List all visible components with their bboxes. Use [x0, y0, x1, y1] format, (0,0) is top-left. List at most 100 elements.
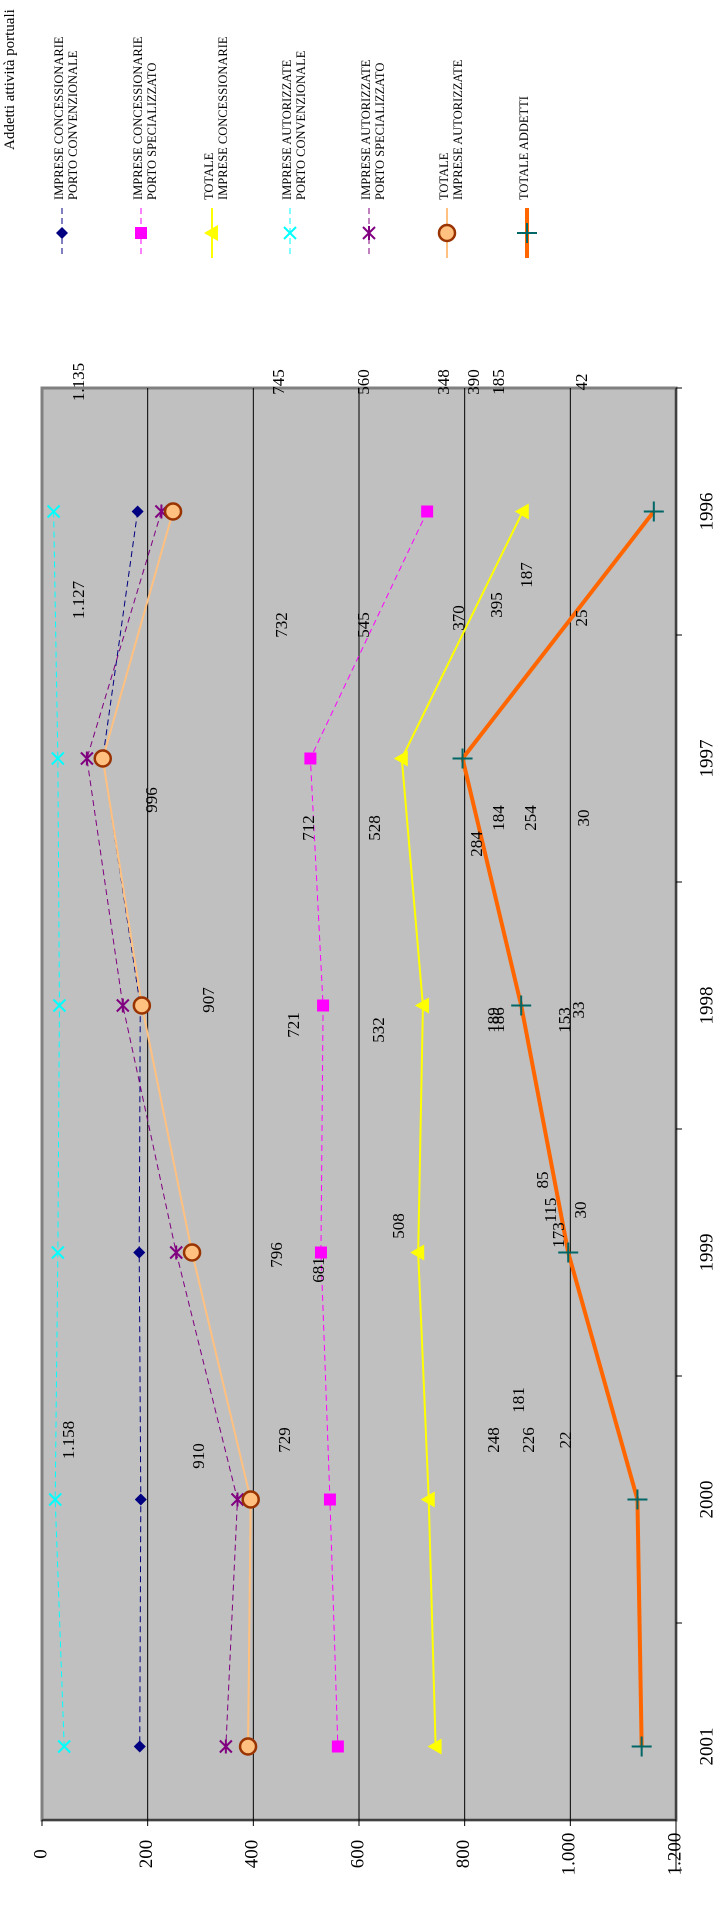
legend-label-tot-aut-line2: IMPRESE AUTORIZZATE — [451, 59, 465, 200]
data-point-tot-aut — [93, 749, 113, 768]
data-point-tot-conc — [410, 1244, 425, 1261]
data-label-tot-conc: 732 — [272, 612, 291, 638]
data-point-conc-conv — [131, 505, 144, 518]
data-label-aut-conv: 25 — [572, 610, 591, 627]
series-line-tot-addetti — [460, 510, 656, 1747]
data-label-tot-aut: 189 — [484, 1007, 503, 1033]
data-point-aut-spec — [230, 1492, 245, 1507]
data-label-tot-addetti: 796 — [267, 1242, 286, 1268]
data-label-aut-spec: 254 — [521, 805, 540, 831]
legend-label-aut-conv: IMPRESE AUTORIZZATE — [280, 59, 294, 200]
data-point-tot-aut — [132, 996, 152, 1015]
data-label-conc-conv: 186 — [489, 1007, 508, 1033]
data-label-aut-spec: 85 — [533, 1172, 552, 1189]
data-label-aut-conv: 42 — [572, 374, 591, 391]
data-point-tot-conc — [414, 997, 429, 1014]
data-label-aut-conv: 22 — [556, 1432, 575, 1449]
data-point-conc-conv — [133, 1246, 146, 1259]
data-label-conc-spec: 545 — [354, 612, 373, 638]
data-label-tot-conc: 712 — [299, 815, 318, 841]
legend-label-conc-spec-line2: PORTO SPECIALIZZATO — [145, 63, 159, 200]
data-point-tot-addetti — [558, 1242, 579, 1263]
data-point-aut-spec — [116, 998, 130, 1013]
series-line-conc-conv — [102, 511, 142, 1747]
value-tick-label: 200 — [136, 1840, 157, 1869]
value-tick-label: 800 — [453, 1840, 474, 1869]
series-line-tot-aut — [101, 511, 252, 1747]
legend-label-tot-conc-line2: IMPRESE CONCESSIONARIE — [216, 36, 230, 200]
data-label-aut-spec: 226 — [519, 1427, 538, 1453]
data-point-aut-conv — [51, 1245, 65, 1260]
value-tick-label: 600 — [347, 1840, 368, 1869]
value-tick-label: 1.200 — [664, 1833, 685, 1876]
data-label-tot-aut: 390 — [464, 369, 483, 395]
legend-label-tot-aut: TOTALE — [437, 152, 451, 200]
data-label-aut-spec: 370 — [449, 605, 468, 631]
legend-marker-tot-conc — [204, 225, 218, 241]
data-point-aut-conv — [51, 751, 65, 766]
data-label-tot-addetti: 1.158 — [59, 1421, 78, 1459]
data-point-tot-addetti — [511, 995, 532, 1016]
data-label-conc-spec: 508 — [389, 1213, 408, 1239]
data-point-conc-spec — [323, 1493, 336, 1506]
data-label-aut-spec: 153 — [555, 1007, 574, 1033]
value-tick-label: 0 — [30, 1849, 51, 1859]
data-point-tot-conc — [514, 503, 529, 520]
series-line-aut-spec — [86, 511, 238, 1747]
data-point-tot-addetti — [631, 1736, 652, 1757]
data-point-conc-conv — [133, 1740, 146, 1753]
data-point-conc-spec — [317, 999, 330, 1012]
data-label-aut-conv: 33 — [569, 1002, 588, 1019]
data-point-tot-aut — [182, 1243, 202, 1262]
category-tick-label: 1997 — [696, 740, 717, 778]
data-label-tot-addetti: 996 — [142, 787, 161, 813]
category-tick-label: 1999 — [696, 1234, 717, 1272]
data-point-tot-addetti — [627, 1489, 648, 1510]
data-label-tot-conc: 910 — [189, 1443, 208, 1469]
legend-label-aut-spec-line2: PORTO SPECIALIZZATO — [373, 63, 387, 200]
data-label-conc-conv: 115 — [541, 1198, 560, 1223]
legend-marker-tot-addetti — [517, 223, 537, 243]
data-label-conc-conv: 187 — [517, 562, 536, 588]
data-point-tot-aut — [238, 1737, 258, 1756]
data-point-conc-conv — [134, 1493, 147, 1506]
legend-label-aut-spec: IMPRESE AUTORIZZATE — [359, 59, 373, 200]
data-point-tot-conc — [393, 750, 408, 767]
data-point-conc-spec — [421, 505, 434, 518]
data-label-conc-spec: 528 — [365, 815, 384, 841]
data-point-tot-addetti — [643, 501, 664, 522]
data-point-aut-conv — [57, 1739, 71, 1754]
data-label-tot-conc: 745 — [269, 369, 288, 395]
data-label-tot-aut: 284 — [467, 831, 486, 857]
data-label-tot-aut: 173 — [549, 1222, 568, 1248]
category-tick-label: 1998 — [696, 987, 717, 1025]
data-label-conc-conv: 184 — [489, 805, 508, 831]
data-label-aut-spec: 348 — [434, 369, 453, 395]
value-tick-label: 400 — [242, 1840, 263, 1869]
category-tick-label: 2000 — [696, 1481, 717, 1519]
legend-label-tot-addetti: TOTALE ADDETTI — [517, 96, 531, 200]
data-point-aut-conv — [46, 504, 61, 519]
data-label-tot-addetti: 1.127 — [69, 580, 88, 619]
data-point-aut-conv — [48, 1492, 62, 1507]
data-label-tot-aut: 395 — [487, 592, 506, 618]
category-tick-label: 1996 — [696, 493, 717, 531]
data-point-aut-spec — [219, 1739, 233, 1754]
data-point-aut-spec — [80, 751, 94, 766]
data-label-conc-conv: 181 — [509, 1387, 528, 1413]
legend-marker-conc-spec — [135, 227, 147, 239]
data-point-tot-aut — [163, 502, 183, 521]
data-point-tot-addetti — [452, 748, 473, 769]
data-label-tot-aut: 248 — [484, 1427, 503, 1453]
series-line-tot-conc — [400, 511, 524, 1747]
data-label-aut-conv: 30 — [571, 1202, 590, 1219]
legend-label-aut-conv-line2: PORTO CONVENZIONALE — [294, 50, 308, 200]
data-label-conc-spec: 532 — [369, 1017, 388, 1043]
chart-title: Addetti attività portuali — [2, 9, 18, 150]
data-point-conc-spec — [304, 752, 317, 765]
data-label-aut-conv: 30 — [574, 810, 593, 827]
data-point-tot-conc — [427, 1738, 442, 1755]
legend-marker-tot-aut — [437, 223, 457, 243]
